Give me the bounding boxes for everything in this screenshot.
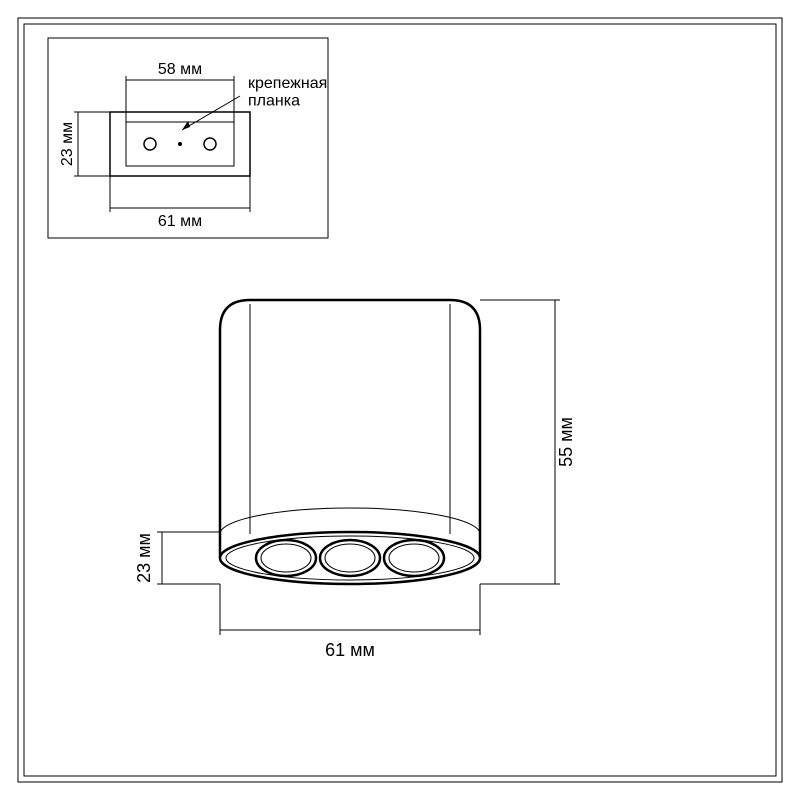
svg-text:23 мм: 23 мм: [59, 122, 76, 166]
diagram-svg: 58 мм крепежнаяпланка 23 мм 61 мм 55 мм 23 мм…: [0, 0, 800, 800]
svg-text:61 мм: 61 мм: [158, 213, 202, 230]
svg-text:61 мм: 61 мм: [325, 640, 375, 660]
diagram-frame: 58 мм крепежнаяпланка 23 мм 61 мм 55 мм 23 мм…: [0, 0, 800, 800]
svg-text:23 мм: 23 мм: [134, 533, 154, 583]
svg-text:крепежнаяпланка: крепежнаяпланка: [248, 75, 327, 110]
svg-text:55 мм: 55 мм: [556, 417, 576, 467]
svg-text:58 мм: 58 мм: [158, 61, 202, 78]
